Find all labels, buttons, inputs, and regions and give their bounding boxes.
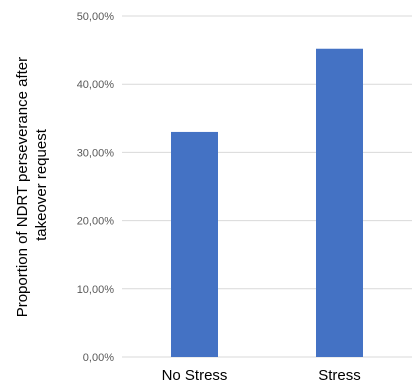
- x-axis-categories: No Stress Stress: [162, 367, 361, 384]
- y-axis-title-line-2: takeover request: [33, 128, 50, 241]
- y-axis-title: Proportion of NDRT perseverance after ta…: [14, 53, 50, 318]
- y-tick-label: 40,00%: [77, 79, 115, 91]
- y-tick-label: 20,00%: [77, 216, 115, 228]
- y-tick-label: 0,00%: [83, 352, 114, 364]
- y-tick-label: 10,00%: [77, 284, 115, 296]
- x-category-label: No Stress: [162, 367, 228, 384]
- y-tick-label: 30,00%: [77, 147, 115, 159]
- bars: [171, 48, 363, 358]
- y-axis-title-line-1: Proportion of NDRT perseverance after: [14, 57, 31, 317]
- x-category-label: Stress: [318, 367, 361, 384]
- bar-no-stress: [171, 131, 218, 357]
- y-axis-ticks: 0,00% 10,00% 20,00% 30,00% 40,00% 50,00%: [77, 11, 115, 364]
- y-tick-label: 50,00%: [77, 11, 115, 23]
- gridlines: [122, 15, 412, 358]
- bar-stress: [316, 48, 363, 358]
